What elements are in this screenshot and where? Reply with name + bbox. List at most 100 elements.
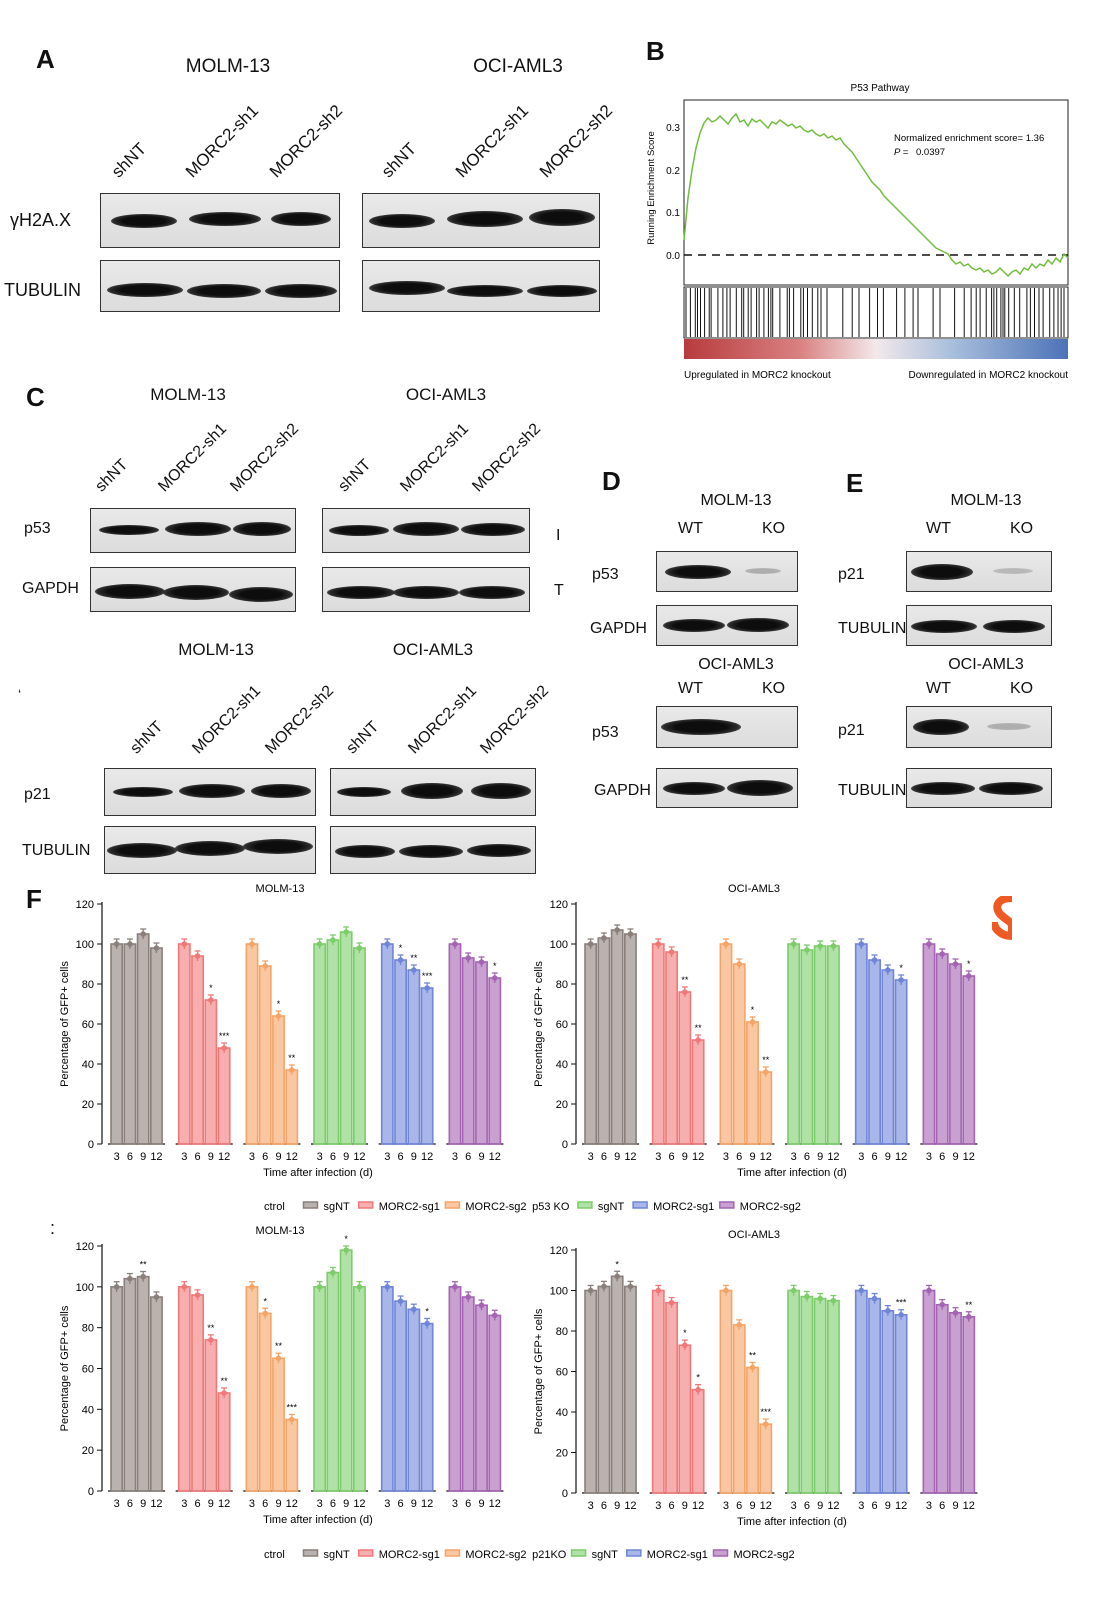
x-tick-label: 9 [343,1151,349,1163]
cell-line-title: MOLM-13 [950,492,1022,509]
x-tick-label: 12 [489,1498,501,1510]
bar [448,943,462,1145]
bar [123,1277,137,1492]
y-tick-label: 100 [550,939,568,951]
bar [123,943,137,1145]
chart-title: MOLM-13 [256,1225,305,1237]
blot-band [529,209,595,226]
x-tick-label: 12 [827,1151,839,1163]
significance-mark: * [263,1296,267,1306]
blot-band [663,619,725,632]
bar [272,1357,285,1492]
blot-band [911,620,977,633]
bar [949,1311,962,1494]
blot-band [665,565,731,579]
data-point [275,1355,282,1362]
gsea-running-score [683,112,1069,278]
data-point [113,941,120,947]
bar-chart: MOLM-13 Percentage of GFP+ cells 0 20 40 60 80… [59,1225,504,1526]
cell-line-title: OCI-AML3 [698,656,774,673]
blot-band [163,585,229,600]
x-tick-label: 6 [601,1151,607,1163]
data-point [275,1013,282,1019]
bar [475,1304,488,1492]
data-point [330,1269,336,1276]
data-point [952,1309,959,1316]
lane-label: shNT [92,456,132,496]
lane-label: MORC2-sh1 [189,682,265,758]
panel-letter-f: F [26,884,42,914]
bar [150,1296,163,1492]
western-blot [362,260,600,312]
bar [150,947,163,1145]
data-point [127,941,133,947]
lane-label: shNT [107,139,151,182]
x-tick-label: 6 [330,1498,336,1510]
legend-swatch [357,1201,374,1209]
blot-row-label: γH2A.X [10,210,72,230]
data-point [153,1294,160,1300]
x-tick-label: 3 [655,1151,661,1163]
x-tick-label: 9 [411,1498,417,1510]
bar [110,943,124,1145]
significance-mark: *** [422,971,433,981]
lane-label: shNT [127,718,167,758]
x-tick-label: 9 [614,1500,620,1512]
western-blot [362,193,600,248]
data-point [140,931,146,937]
blot-band [393,522,459,536]
data-point [208,1337,214,1343]
data-point [587,941,594,947]
cropped-label-fragment: ‘ [18,686,22,702]
x-tick-label: 3 [384,1151,390,1163]
legend-swatch [570,1549,587,1557]
bar [665,951,679,1145]
x-tick-label: 6 [601,1500,607,1512]
bar [787,943,801,1145]
data-point [288,1067,295,1073]
data-point [221,1390,227,1396]
data-point [424,1320,430,1327]
blot-band [189,212,261,226]
data-point [330,937,336,943]
x-tick-label: 6 [465,1151,471,1163]
significance-mark: * [967,959,971,969]
x-tick-label: 3 [249,1151,255,1163]
x-tick-label: 6 [262,1498,268,1510]
lane-label: MORC2-sh2 [227,420,303,496]
significance-mark: ** [221,1376,229,1386]
lane-label: MORC2-sh2 [477,682,553,758]
significance-mark: * [493,961,497,971]
bar [584,1289,598,1494]
x-tick-label: 6 [465,1498,471,1510]
bar [285,1418,299,1492]
bar [584,943,598,1145]
bar [691,1388,705,1494]
y-tick-label: 20 [556,1099,568,1111]
significance-mark: ** [275,1341,283,1351]
bar [394,1300,408,1492]
x-tick-label: 12 [624,1151,636,1163]
x-tick-label: 3 [588,1500,594,1512]
x-tick-label: 6 [939,1500,945,1512]
data-point [249,941,255,947]
data-point [221,1045,227,1051]
western-blot [656,706,798,748]
western-blot [906,706,1052,748]
chart-xlabel: Time after infection (d) [263,1514,373,1526]
x-tick-label: 9 [140,1151,146,1163]
legend-item-label: MORC2-sg2 [740,1201,801,1213]
gsea-p-value: 0.0397 [916,147,945,158]
significance-mark: * [344,1234,348,1244]
x-tick-label: 9 [817,1151,823,1163]
data-point [749,1364,756,1371]
data-point [127,1275,133,1282]
data-point [397,957,404,963]
western-blot [104,826,316,874]
legend-swatch [444,1549,461,1557]
y-tick-label: 0 [88,1139,94,1151]
x-tick-label: 12 [963,1151,975,1163]
x-tick-label: 9 [478,1498,484,1510]
western-blot [656,605,798,646]
data-point [316,941,323,947]
